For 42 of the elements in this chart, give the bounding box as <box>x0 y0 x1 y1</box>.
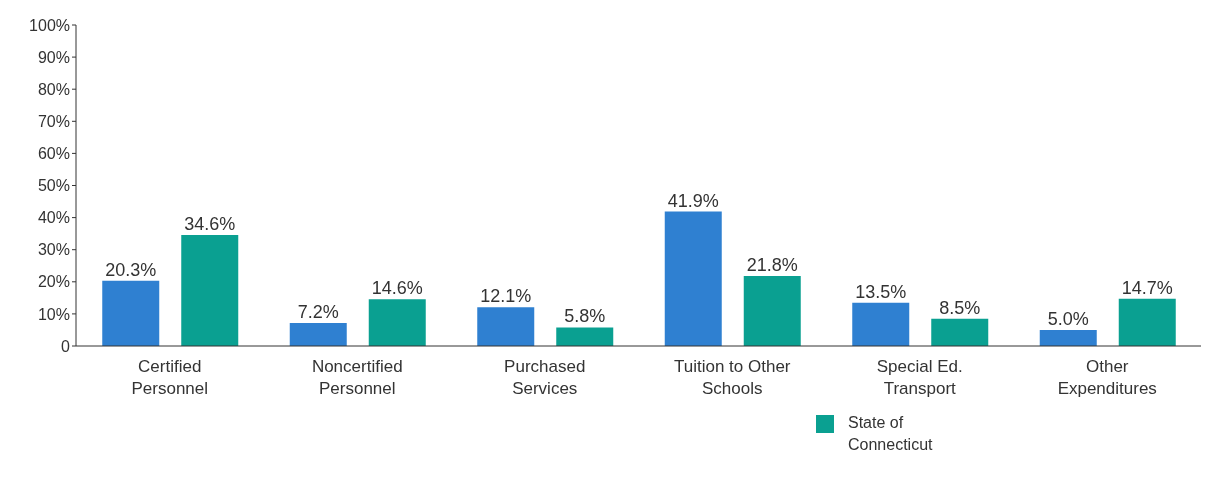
data-label: 5.8% <box>564 306 606 327</box>
data-label: 41.9% <box>667 190 719 211</box>
bar <box>102 280 160 346</box>
y-tick-label: 10% <box>37 305 70 323</box>
bar <box>1039 329 1097 346</box>
bar <box>852 302 910 346</box>
data-label: 8.5% <box>939 297 981 318</box>
legend-label: State of Connecticut <box>848 413 934 455</box>
bar <box>664 211 722 346</box>
data-label: 20.3% <box>105 259 157 280</box>
bar <box>181 234 239 346</box>
data-label: 34.6% <box>184 213 236 234</box>
bar <box>556 327 614 346</box>
data-label: 21.8% <box>746 255 798 276</box>
y-tick-label: 90% <box>37 48 70 66</box>
bar <box>1118 298 1176 346</box>
x-tick-label: Noncertified Personnel <box>311 357 403 398</box>
bar <box>477 307 535 346</box>
data-label: 14.6% <box>371 278 423 299</box>
data-label: 7.2% <box>297 301 339 322</box>
y-tick-label: 40% <box>37 209 70 227</box>
bar <box>931 318 989 346</box>
x-tick-label: Certified Personnel <box>131 357 209 398</box>
x-tick-label: Purchased Services <box>504 357 586 398</box>
x-tick-label: Tuition to Other Schools <box>673 357 791 398</box>
bar <box>289 322 347 346</box>
bar <box>743 276 801 346</box>
x-tick-label: Other Expenditures <box>1057 357 1157 398</box>
y-tick-label: 60% <box>37 145 70 163</box>
data-label: 12.1% <box>480 286 532 307</box>
x-tick-label: Special Ed. Transport <box>876 357 963 398</box>
bar <box>368 299 426 346</box>
y-tick-label: 100% <box>29 16 70 34</box>
data-label: 5.0% <box>1047 308 1089 329</box>
y-tick-label: 70% <box>37 112 70 130</box>
y-tick-label: 50% <box>37 177 70 195</box>
y-tick-label: 30% <box>37 241 70 259</box>
y-tick-label: 0 <box>61 337 71 355</box>
data-label: 13.5% <box>855 281 907 302</box>
data-label: 14.7% <box>1121 277 1173 298</box>
y-tick-label: 80% <box>37 80 70 98</box>
y-tick-label: 20% <box>37 273 70 291</box>
